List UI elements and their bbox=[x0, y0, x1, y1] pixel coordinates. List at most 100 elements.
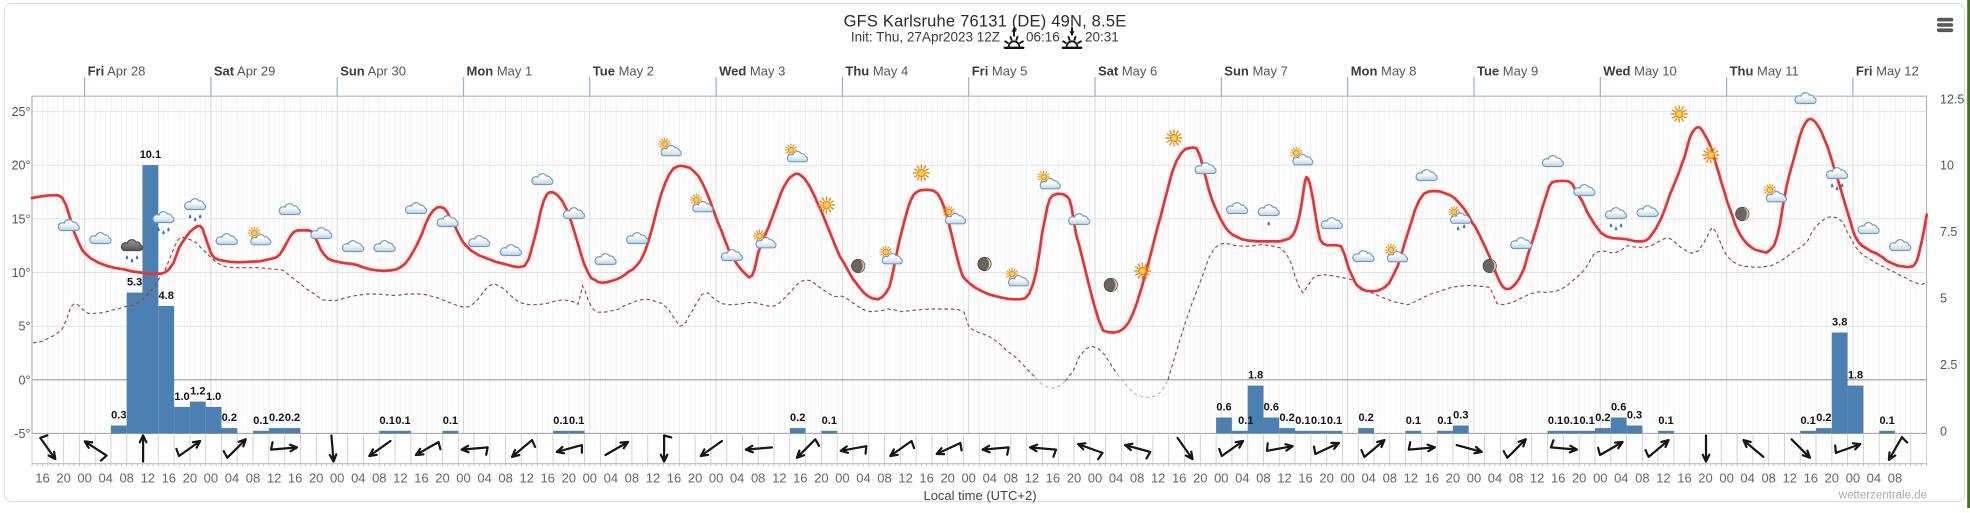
svg-text:08: 08 bbox=[1256, 471, 1270, 486]
svg-text:0.1: 0.1 bbox=[1658, 415, 1673, 427]
svg-text:Local time (UTC+2): Local time (UTC+2) bbox=[923, 488, 1036, 503]
svg-text:04: 04 bbox=[856, 471, 870, 486]
svg-text:0.3: 0.3 bbox=[1627, 410, 1642, 422]
svg-text:12: 12 bbox=[898, 471, 912, 486]
svg-text:GFS Karlsruhe 76131 (DE) 49N,: GFS Karlsruhe 76131 (DE) 49N, 8.5E bbox=[844, 13, 1127, 31]
svg-text:Thu May 4: Thu May 4 bbox=[845, 64, 908, 79]
svg-text:08: 08 bbox=[1004, 471, 1018, 486]
svg-text:12: 12 bbox=[1782, 471, 1796, 486]
svg-text:00: 00 bbox=[1719, 471, 1733, 486]
svg-text:Sat May 6: Sat May 6 bbox=[1098, 64, 1157, 79]
svg-text:Init: Thu, 27Apr2023 12Z: Init: Thu, 27Apr2023 12Z bbox=[851, 30, 1000, 45]
svg-text:16: 16 bbox=[288, 471, 302, 486]
svg-text:15°: 15° bbox=[12, 212, 31, 226]
svg-text:12: 12 bbox=[393, 471, 407, 486]
svg-text:0.1: 0.1 bbox=[1800, 415, 1815, 427]
svg-text:4.8: 4.8 bbox=[159, 290, 174, 302]
svg-text:16: 16 bbox=[1677, 471, 1691, 486]
svg-text:10°: 10° bbox=[12, 266, 31, 280]
svg-text:0.1: 0.1 bbox=[253, 415, 268, 427]
svg-text:08: 08 bbox=[751, 471, 765, 486]
svg-text:20: 20 bbox=[1319, 471, 1333, 486]
svg-text:08: 08 bbox=[1888, 471, 1902, 486]
svg-text:Wed May 3: Wed May 3 bbox=[719, 64, 785, 79]
svg-text:5.3: 5.3 bbox=[127, 277, 142, 289]
svg-text:20: 20 bbox=[309, 471, 323, 486]
svg-text:00: 00 bbox=[835, 471, 849, 486]
svg-text:00: 00 bbox=[456, 471, 470, 486]
svg-text:16: 16 bbox=[1425, 471, 1439, 486]
svg-text:5: 5 bbox=[1940, 292, 1947, 306]
svg-text:04: 04 bbox=[1109, 471, 1123, 486]
svg-text:0.6: 0.6 bbox=[1216, 402, 1231, 414]
svg-text:Sat Apr 29: Sat Apr 29 bbox=[214, 64, 275, 79]
svg-text:00: 00 bbox=[1846, 471, 1860, 486]
svg-text:04: 04 bbox=[604, 471, 618, 486]
svg-text:3.8: 3.8 bbox=[1832, 317, 1847, 329]
svg-text:Sun Apr 30: Sun Apr 30 bbox=[340, 64, 406, 79]
svg-text:00: 00 bbox=[1340, 471, 1354, 486]
svg-text:0.2: 0.2 bbox=[1279, 412, 1294, 424]
svg-text:08: 08 bbox=[372, 471, 386, 486]
svg-text:16: 16 bbox=[414, 471, 428, 486]
svg-text:04: 04 bbox=[983, 471, 997, 486]
svg-text:04: 04 bbox=[351, 471, 365, 486]
svg-text:08: 08 bbox=[498, 471, 512, 486]
svg-text:16: 16 bbox=[1551, 471, 1565, 486]
svg-text:08: 08 bbox=[246, 471, 260, 486]
svg-text:0.2: 0.2 bbox=[222, 412, 237, 424]
svg-text:0.1: 0.1 bbox=[1406, 415, 1421, 427]
svg-text:12: 12 bbox=[1277, 471, 1291, 486]
svg-text:04: 04 bbox=[225, 471, 239, 486]
svg-text:20: 20 bbox=[814, 471, 828, 486]
svg-text:06:16: 06:16 bbox=[1026, 30, 1060, 45]
svg-text:0.1: 0.1 bbox=[1564, 415, 1579, 427]
svg-text:0.2: 0.2 bbox=[1595, 412, 1610, 424]
svg-text:20: 20 bbox=[1193, 471, 1207, 486]
svg-text:12: 12 bbox=[1025, 471, 1039, 486]
svg-text:Sun May 7: Sun May 7 bbox=[1224, 64, 1288, 79]
svg-text:04: 04 bbox=[730, 471, 744, 486]
svg-text:00: 00 bbox=[709, 471, 723, 486]
svg-text:0.2: 0.2 bbox=[285, 412, 300, 424]
svg-text:0.2: 0.2 bbox=[1358, 412, 1373, 424]
svg-text:12: 12 bbox=[1530, 471, 1544, 486]
svg-text:25°: 25° bbox=[12, 105, 31, 119]
svg-text:08: 08 bbox=[1130, 471, 1144, 486]
svg-text:20: 20 bbox=[562, 471, 576, 486]
svg-text:20: 20 bbox=[435, 471, 449, 486]
svg-text:0.1: 0.1 bbox=[1295, 415, 1310, 427]
svg-text:20:31: 20:31 bbox=[1085, 30, 1119, 45]
svg-text:12: 12 bbox=[1151, 471, 1165, 486]
svg-text:0.2: 0.2 bbox=[269, 412, 284, 424]
svg-text:7.5: 7.5 bbox=[1940, 225, 1957, 239]
svg-text:16: 16 bbox=[919, 471, 933, 486]
svg-text:0.1: 0.1 bbox=[1879, 415, 1894, 427]
svg-text:0.3: 0.3 bbox=[111, 410, 126, 422]
svg-text:00: 00 bbox=[961, 471, 975, 486]
svg-text:08: 08 bbox=[1509, 471, 1523, 486]
svg-text:08: 08 bbox=[877, 471, 891, 486]
svg-text:00: 00 bbox=[330, 471, 344, 486]
svg-text:16: 16 bbox=[35, 471, 49, 486]
svg-text:0.1: 0.1 bbox=[569, 415, 584, 427]
svg-text:12: 12 bbox=[519, 471, 533, 486]
svg-text:12: 12 bbox=[1404, 471, 1418, 486]
svg-text:0.1: 0.1 bbox=[1437, 415, 1452, 427]
svg-text:08: 08 bbox=[1383, 471, 1397, 486]
svg-text:04: 04 bbox=[1614, 471, 1628, 486]
svg-text:00: 00 bbox=[204, 471, 218, 486]
svg-text:0: 0 bbox=[1940, 424, 1947, 438]
svg-text:0.1: 0.1 bbox=[1327, 415, 1342, 427]
svg-text:08: 08 bbox=[1635, 471, 1649, 486]
svg-text:04: 04 bbox=[1867, 471, 1881, 486]
svg-text:20: 20 bbox=[1067, 471, 1081, 486]
svg-text:Thu May 11: Thu May 11 bbox=[1730, 64, 1799, 79]
svg-text:20: 20 bbox=[688, 471, 702, 486]
svg-text:12: 12 bbox=[141, 471, 155, 486]
svg-text:0.2: 0.2 bbox=[790, 412, 805, 424]
svg-text:00: 00 bbox=[1088, 471, 1102, 486]
svg-text:20: 20 bbox=[1572, 471, 1586, 486]
svg-text:0.1: 0.1 bbox=[1579, 415, 1594, 427]
svg-text:20°: 20° bbox=[12, 159, 31, 173]
